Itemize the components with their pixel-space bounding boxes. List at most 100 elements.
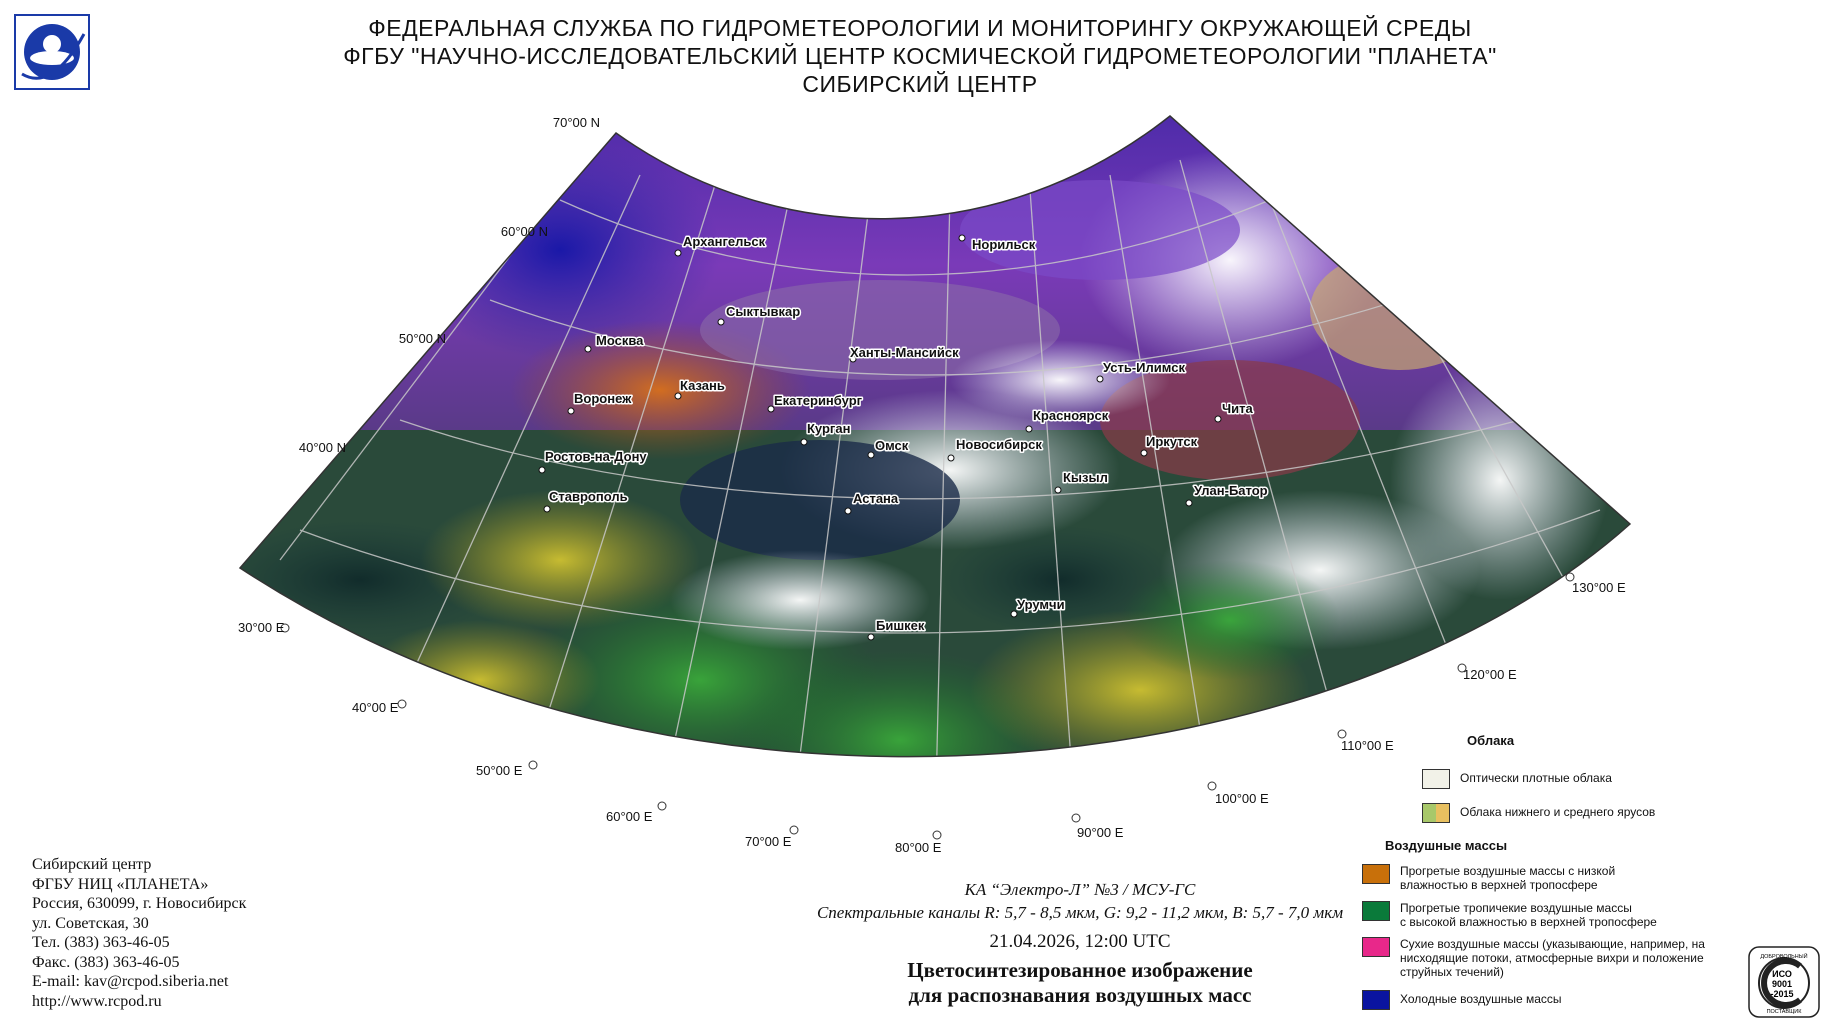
lon-label-50: 50°00 E [476, 763, 523, 778]
email: E-mail: kav@rcpod.siberia.net [32, 973, 229, 990]
svg-text:Сыктывкар: Сыктывкар [726, 304, 800, 319]
city-yekaterinburg: Екатеринбург [767, 392, 864, 413]
legend-swatch [1422, 769, 1450, 789]
svg-text:Астана: Астана [853, 491, 899, 506]
legend-swatch [1362, 864, 1390, 884]
legend-swatch [1362, 901, 1390, 921]
svg-text:Архангельск: Архангельск [683, 234, 766, 249]
address-line: ул. Советская, 30 [32, 914, 149, 932]
header-line-1: ФЕДЕРАЛЬНАЯ СЛУЖБА ПО ГИДРОМЕТЕОРОЛОГИИ … [368, 15, 1472, 41]
city-norilsk: Норильск [958, 234, 1037, 254]
address-line: Сибирский центр [32, 856, 152, 873]
svg-text:Казань: Казань [680, 378, 725, 393]
svg-text:Новосибирск: Новосибирск [956, 437, 1042, 452]
longitude-labels: 30°00 E 40°00 E 50°00 E 60°00 E 70°00 E … [238, 572, 1626, 855]
legend-swatch [1362, 990, 1390, 1010]
city-ust-ilimsk: Усть-Илимск [1096, 359, 1187, 383]
svg-text:Чита: Чита [1222, 401, 1253, 416]
agency-header: ФЕДЕРАЛЬНАЯ СЛУЖБА ПО ГИДРОМЕТЕОРОЛОГИИ … [0, 14, 1840, 98]
image-title-2: для распознавания воздушных масс [908, 983, 1252, 1007]
svg-text:Ставрополь: Ставрополь [549, 489, 628, 504]
fax: Факс. (383) 363-46-05 [32, 953, 180, 971]
svg-text:Урумчи: Урумчи [1017, 597, 1065, 612]
iso-certification-badge: ДОБРОВОЛЬНЫЙ ИСО 9001 -2015 ПОСТАВЩИК [1748, 946, 1820, 1018]
city-novosibirsk: Новосибирск [947, 436, 1044, 462]
legend-label: Сухие воздушные массы (указывающие, напр… [1400, 937, 1705, 979]
svg-text:Бишкек: Бишкек [876, 618, 925, 633]
legend-label: Холодные воздушные массы [1400, 992, 1562, 1006]
legend-item: Облака нижнего и среднего ярусов [1422, 803, 1655, 823]
city-kurgan: Курган [800, 420, 852, 446]
address-line: Россия, 630099, г. Новосибирск [32, 895, 247, 912]
legend-item: Сухие воздушные массы (указывающие, напр… [1362, 937, 1705, 979]
datetime-caption: 21.04.2026, 12:00 UTC [989, 931, 1171, 952]
contact-address: Сибирский центр ФГБУ НИЦ «ПЛАНЕТА» Росси… [32, 855, 246, 1011]
graticule [279, 139, 1601, 757]
svg-text:Кызыл: Кызыл [1063, 470, 1108, 485]
lat-label-40: 40°00 N [299, 440, 346, 455]
header-line-2: ФГБУ "НАУЧНО-ИССЛЕДОВАТЕЛЬСКИЙ ЦЕНТР КОС… [343, 43, 1497, 69]
svg-text:Улан-Батор: Улан-Батор [1194, 483, 1268, 498]
city-khanty-mansiysk: Ханты-Мансийск [849, 344, 961, 363]
planeta-logo [14, 14, 90, 90]
lon-label-80: 80°00 E [895, 840, 942, 855]
legend-swatch [1362, 937, 1390, 957]
svg-text:Воронеж: Воронеж [574, 391, 632, 406]
legend-label: Прогретые тропичекие воздушные массы с вы… [1400, 901, 1657, 929]
city-syktyvkar: Сыктывкар [717, 303, 802, 326]
svg-text:ПОСТАВЩИК: ПОСТАВЩИК [1767, 1009, 1803, 1015]
city-voronezh: Воронеж [567, 390, 634, 415]
city-arkhangelsk: Архангельск [674, 233, 767, 257]
legend-item: Прогретые воздушные массы с низкой влажно… [1362, 864, 1615, 892]
city-bishkek: Бишкек [867, 617, 926, 641]
lon-label-130: 130°00 E [1572, 580, 1626, 595]
website-link: http://www.rcpod.ru [32, 992, 162, 1010]
svg-text:Ростов-на-Дону: Ростов-на-Дону [545, 449, 647, 464]
svg-text:Красноярск: Красноярск [1033, 408, 1109, 423]
svg-text:Курган: Курган [807, 421, 850, 436]
city-kazan: Казань [674, 377, 726, 400]
legend-label: Облака нижнего и среднего ярусов [1460, 805, 1656, 819]
lon-label-90: 90°00 E [1077, 825, 1124, 840]
svg-text:-2015: -2015 [1770, 989, 1793, 999]
svg-text:Омск: Омск [875, 438, 909, 453]
satellite-caption: КА “Электро-Л” №3 / МСУ-ГС [964, 880, 1196, 899]
svg-text:Иркутск: Иркутск [1146, 434, 1198, 449]
legend-label: Прогретые воздушные массы с низкой влажно… [1400, 864, 1616, 892]
legend-item: Холодные воздушные массы [1362, 990, 1562, 1010]
lon-label-40: 40°00 E [352, 700, 399, 715]
legend-item: Оптически плотные облака [1422, 769, 1612, 789]
city-irkutsk: Иркутск [1140, 433, 1199, 457]
legend-label: Оптически плотные облака [1460, 771, 1612, 785]
svg-text:Екатеринбург: Екатеринбург [774, 393, 863, 408]
city-rostov: Ростов-на-Дону [538, 448, 649, 474]
legend-air-header: Воздушные массы [1385, 838, 1508, 853]
svg-text:Ханты-Мансийск: Ханты-Мансийск [850, 345, 959, 360]
map-frame [238, 115, 1632, 758]
city-chita: Чита [1214, 400, 1255, 423]
svg-text:ИСО: ИСО [1772, 969, 1792, 979]
city-stavropol: Ставрополь [543, 488, 629, 513]
lon-label-110: 110°00 E [1341, 738, 1394, 753]
city-moscow: Москва [584, 332, 646, 353]
city-astana: Астана [844, 490, 900, 515]
lon-label-100: 100°00 E [1215, 791, 1269, 806]
image-title-1: Цветосинтезированное изображение [907, 958, 1253, 982]
lon-label-60: 60°00 E [606, 809, 653, 824]
city-krasnoyarsk: Красноярск [1025, 407, 1110, 433]
header-line-3: СИБИРСКИЙ ЦЕНТР [802, 71, 1038, 97]
lon-label-120: 120°00 E [1463, 667, 1517, 682]
city-omsk: Омск [867, 437, 910, 459]
svg-text:Норильск: Норильск [972, 237, 1036, 252]
phone: Тел. (383) 363-46-05 [32, 934, 170, 951]
city-markers: Архангельск Норильск Сыктывкар Москва Ха… [538, 233, 1269, 641]
channels-caption: Спектральные каналы R: 5,7 - 8,5 мкм, G:… [816, 903, 1344, 922]
latitude-labels: 70°00 N 60°00 N 50°00 N 40°00 N [299, 115, 600, 455]
city-ulan-bator: Улан-Батор [1185, 482, 1269, 507]
lat-label-50: 50°00 N [399, 331, 446, 346]
svg-text:Москва: Москва [596, 333, 644, 348]
svg-text:ДОБРОВОЛЬНЫЙ: ДОБРОВОЛЬНЫЙ [1760, 952, 1807, 960]
address-line: ФГБУ НИЦ «ПЛАНЕТА» [32, 875, 209, 893]
lat-label-70: 70°00 N [553, 115, 600, 130]
